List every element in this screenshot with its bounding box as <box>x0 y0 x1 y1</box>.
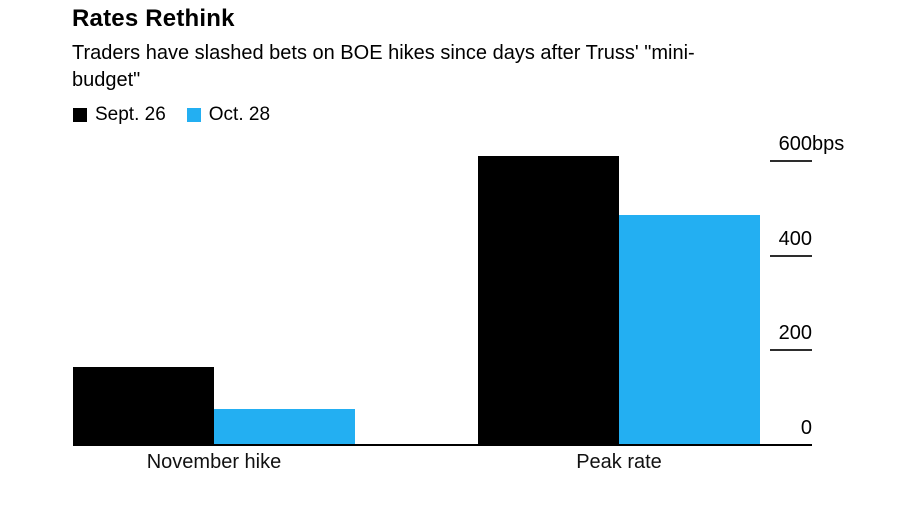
y-tick-line <box>770 349 812 351</box>
chart-subtitle-line-1: Traders have slashed bets on BOE hikes s… <box>72 42 695 64</box>
y-tick-value: 0 <box>800 417 812 439</box>
x-category-label: November hike <box>146 451 282 473</box>
y-tick-label: 200 <box>692 322 812 344</box>
y-tick-value: 600 bps <box>778 133 845 155</box>
legend-swatch <box>73 108 87 122</box>
legend-label: Sept. 26 <box>95 104 166 125</box>
legend-item: Sept. 26 <box>73 104 166 126</box>
legend-swatch <box>186 108 201 122</box>
x-category-label: Peak rate <box>576 451 662 473</box>
y-tick-value: 200 <box>778 322 812 344</box>
chart-title: Rates Rethink <box>72 5 235 32</box>
x-axis-line <box>73 444 812 446</box>
bar-sept-26-november-hike <box>73 367 214 445</box>
chart-subtitle-line-2: budget" <box>72 69 141 91</box>
y-tick-label: 0 <box>692 417 812 439</box>
bar-oct-28-november-hike <box>214 409 355 445</box>
legend: Sept. 26 Oct. 28 <box>73 104 270 126</box>
y-axis-unit: bps <box>812 133 845 155</box>
y-tick-label: 400 <box>692 228 812 250</box>
y-tick-line <box>770 255 812 257</box>
y-tick-value: 400 <box>778 228 812 250</box>
bar-sept-26-peak-rate <box>478 156 619 445</box>
y-tick-line <box>770 160 812 162</box>
y-tick-label: 600 bps <box>692 133 845 155</box>
chart-subtitle: Traders have slashed bets on BOE hikes s… <box>72 40 695 94</box>
legend-item: Oct. 28 <box>186 104 271 126</box>
legend-label: Oct. 28 <box>208 104 271 125</box>
bar-oct-28-peak-rate <box>619 215 760 445</box>
